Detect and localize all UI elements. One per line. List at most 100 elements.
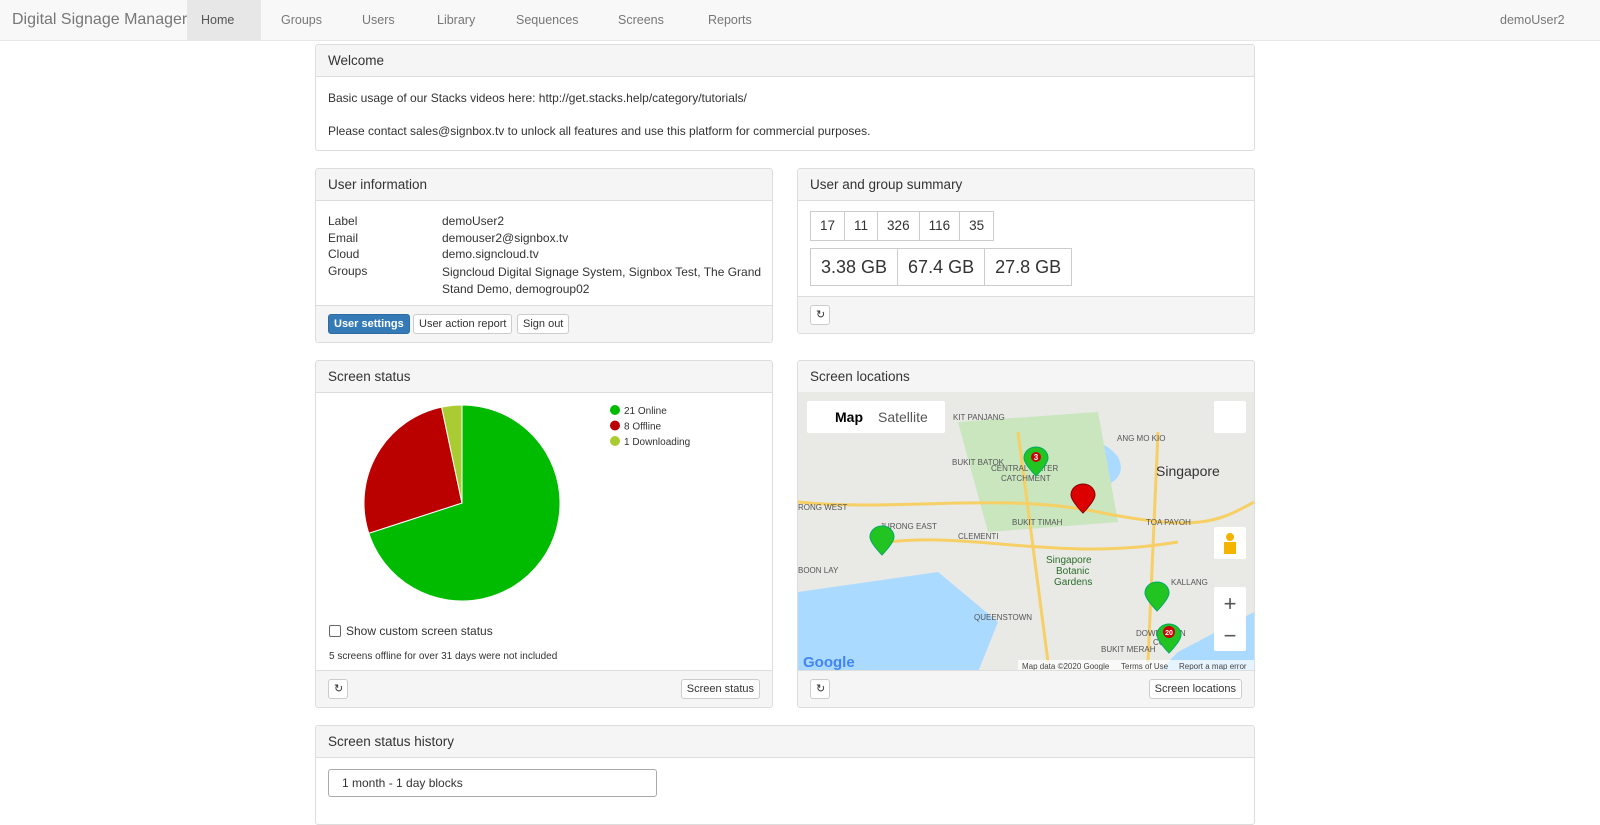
pegman-icon <box>1224 542 1236 554</box>
label: Email <box>328 231 359 245</box>
pegman-icon <box>1226 533 1234 541</box>
map-button[interactable]: Satellite <box>878 409 928 425</box>
map-label: JURONG EAST <box>880 522 937 531</box>
summary-panel: User and group summary 17 11 326 116 35 3.38… <box>797 168 1255 334</box>
map-labels: KIT PANJANG ANG MO KIO Singapore BUKIT B… <box>798 413 1220 654</box>
attribution[interactable]: Terms of Use <box>1121 662 1169 671</box>
checkbox-label[interactable]: Show custom screen status <box>346 624 493 638</box>
attribution: Map data ©2020 Google <box>1022 662 1110 671</box>
marker[interactable] <box>1070 483 1096 514</box>
storage: 67.4 GB <box>897 248 986 286</box>
button[interactable]: Screen locations <box>1148 679 1242 699</box>
legend-label: 21 Online <box>624 406 667 417</box>
button[interactable]: User settings <box>328 314 410 334</box>
nav-item[interactable]: Screens <box>618 13 664 27</box>
nav-item[interactable]: Home <box>187 0 261 40</box>
roads <box>798 431 1254 663</box>
panel-title: Screen status history <box>316 726 1254 758</box>
panel-title: Screen locations <box>798 361 1254 393</box>
fullscreen-button[interactable] <box>1214 401 1246 433</box>
panel-title: User information <box>316 169 772 201</box>
nav-user[interactable]: demoUser2 <box>1500 13 1565 27</box>
map-label: Singapore <box>1156 463 1220 479</box>
value: Signcloud Digital Signage System, Signbo… <box>442 265 762 296</box>
marker[interactable] <box>1156 623 1182 654</box>
marker[interactable] <box>869 525 895 556</box>
storage: 3.38 GB <box>810 248 899 286</box>
map-label: QUEENSTOWN <box>974 613 1032 622</box>
zoom-in[interactable]: + <box>1224 591 1237 616</box>
welcome-panel: Welcome Basic usage of our Stacks videos… <box>315 44 1255 151</box>
legend-label: 8 Offline <box>624 422 661 433</box>
nav-item[interactable]: Groups <box>281 13 322 27</box>
map-label: BUKIT TIMAH <box>1012 518 1063 527</box>
map-label: BUKIT MERAH <box>1101 645 1156 654</box>
screen-locations-panel: Screen locations KIT PANJANG ANG MO KIO … <box>797 360 1255 708</box>
count: 17 <box>810 211 846 241</box>
map-label: KALLANG <box>1171 578 1208 587</box>
map-label: BOON LAY <box>798 566 839 575</box>
button[interactable]: User action report <box>413 314 513 334</box>
nav-item[interactable]: Users <box>362 13 395 27</box>
label: Cloud <box>328 247 360 261</box>
map-label: Singapore <box>1046 555 1092 566</box>
value: demoUser2 <box>442 214 505 228</box>
legend-swatch <box>610 405 620 415</box>
map-button[interactable]: Map <box>835 409 863 425</box>
pie-slice <box>363 406 463 534</box>
panel-footer: User settings User action report Sign ou… <box>316 305 772 342</box>
text: Please contact sales@signbox.tv to unloc… <box>328 124 871 138</box>
button[interactable]: Sign out <box>517 314 570 334</box>
value: demouser2@signbox.tv <box>442 231 569 245</box>
attribution-bar <box>1018 660 1254 672</box>
text: Basic usage of our Stacks videos here: h… <box>328 91 747 105</box>
map-label: Botanic <box>1056 566 1089 577</box>
button[interactable]: Screen status <box>680 679 760 699</box>
count-group: 17 11 326 116 35 <box>810 211 995 241</box>
marker-badge <box>1031 452 1041 462</box>
map-label: CLEMENTI <box>958 532 998 541</box>
water <box>798 572 998 672</box>
attribution[interactable]: Report a map error <box>1179 662 1247 671</box>
panel-footer: ↻ <box>798 296 1254 333</box>
marker[interactable] <box>1144 581 1170 612</box>
count: 116 <box>918 211 961 241</box>
zoom-out[interactable]: − <box>1224 623 1237 648</box>
select[interactable]: 1 month - 1 day blocks <box>328 769 657 797</box>
navbar: Digital Signage Manager Home Groups User… <box>0 0 1600 41</box>
brand[interactable]: Digital Signage Manager <box>12 11 188 28</box>
nav-item[interactable]: Library <box>437 13 476 27</box>
label: Label <box>328 214 358 228</box>
zoom-control <box>1214 587 1246 651</box>
panel-title: Screen status <box>316 361 772 393</box>
value: demo.signcloud.tv <box>442 247 539 261</box>
map-label: BUKIT BATOK <box>952 458 1005 467</box>
marker-count: 3 <box>1034 453 1039 462</box>
map-label: RONG WEST <box>798 503 847 512</box>
user-info-panel: User information Label demoUser2 Email d… <box>315 168 773 343</box>
map-label: CENTRAL WATER <box>991 464 1058 473</box>
map: KIT PANJANG ANG MO KIO Singapore BUKIT B… <box>798 392 1254 672</box>
map-label: KIT PANJANG <box>953 413 1005 422</box>
pie-chart: 21 Online 8 Offline 1 Downloading <box>363 404 690 602</box>
legend-swatch <box>610 436 620 446</box>
map-label: Gardens <box>1054 577 1092 588</box>
map-type-control <box>807 401 945 433</box>
map-label: CATCHMENT <box>1001 474 1051 483</box>
map-label: ANG MO KIO <box>1117 434 1165 443</box>
marker-count: 20 <box>1165 630 1173 637</box>
panel-footer: ↻ Screen locations <box>798 670 1254 707</box>
panel-footer: ↻ Screen status <box>316 670 772 707</box>
refresh-button[interactable]: ↻ <box>810 305 830 325</box>
refresh-button[interactable]: ↻ <box>328 679 348 699</box>
nav-item[interactable]: Reports <box>708 13 752 27</box>
storage: 27.8 GB <box>984 248 1073 286</box>
screen-status-panel: Screen status 21 Online 8 Offline 1 Downlo… <box>315 360 773 708</box>
count: 11 <box>844 211 879 241</box>
nav-item[interactable]: Sequences <box>516 13 579 27</box>
checkbox[interactable] <box>329 625 341 637</box>
count: 326 <box>877 211 920 241</box>
refresh-button[interactable]: ↻ <box>810 679 830 699</box>
count: 35 <box>959 211 995 241</box>
